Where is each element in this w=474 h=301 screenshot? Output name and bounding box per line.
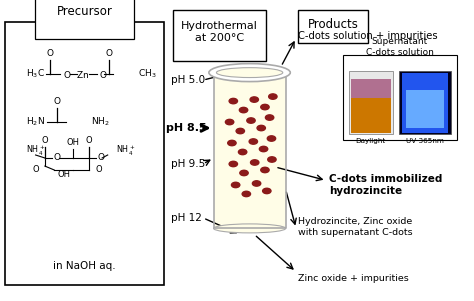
Text: OH: OH — [57, 170, 70, 179]
Circle shape — [228, 140, 236, 146]
Ellipse shape — [214, 224, 286, 233]
Text: pH 9.5: pH 9.5 — [171, 159, 205, 169]
Text: C-dots immobilized
hydrozincite: C-dots immobilized hydrozincite — [328, 174, 442, 196]
Circle shape — [259, 146, 268, 152]
Circle shape — [231, 182, 240, 188]
Text: Precursor: Precursor — [56, 5, 112, 18]
Circle shape — [252, 181, 261, 186]
Text: O: O — [42, 135, 48, 144]
Text: Supernatant
C-dots solution: Supernatant C-dots solution — [366, 37, 434, 57]
Circle shape — [229, 161, 237, 167]
Text: Products: Products — [308, 18, 359, 31]
Circle shape — [238, 149, 247, 155]
Text: OH: OH — [66, 138, 79, 147]
Circle shape — [263, 188, 271, 194]
Text: O: O — [95, 166, 102, 175]
Circle shape — [239, 107, 248, 113]
Text: pH 5.0: pH 5.0 — [171, 75, 205, 85]
Text: Zinc oxide + impurities: Zinc oxide + impurities — [299, 274, 409, 283]
Circle shape — [240, 170, 248, 176]
Text: $\mathsf{NH_2}$: $\mathsf{NH_2}$ — [91, 116, 110, 128]
Text: C-dots solution + impurities: C-dots solution + impurities — [299, 31, 438, 41]
Bar — [402, 73, 448, 132]
Text: $\mathsf{Zn}$: $\mathsf{Zn}$ — [76, 69, 90, 79]
Bar — [173, 10, 266, 61]
Text: pH 12: pH 12 — [171, 213, 201, 223]
Ellipse shape — [209, 64, 290, 82]
Circle shape — [267, 136, 276, 141]
Text: O: O — [47, 49, 54, 57]
Ellipse shape — [217, 68, 283, 78]
Circle shape — [226, 119, 234, 125]
Circle shape — [265, 115, 274, 120]
Circle shape — [236, 128, 245, 134]
Bar — [299, 10, 368, 43]
Text: Hydrozincite, Zinc oxide
with supernatant C-dots: Hydrozincite, Zinc oxide with supernatan… — [299, 217, 413, 237]
Text: O: O — [54, 154, 61, 163]
Text: Daylight: Daylight — [356, 138, 386, 144]
Circle shape — [251, 160, 259, 165]
Text: $\mathsf{O}$: $\mathsf{O}$ — [63, 69, 71, 79]
Text: O: O — [53, 97, 60, 106]
Bar — [5, 22, 164, 285]
Text: $\mathsf{H_2N}$: $\mathsf{H_2N}$ — [26, 116, 45, 128]
Text: UV 365nm: UV 365nm — [406, 138, 444, 144]
Text: O: O — [105, 49, 112, 57]
Circle shape — [261, 104, 269, 110]
Circle shape — [269, 94, 277, 99]
Circle shape — [261, 167, 269, 173]
Text: $\mathsf{O}$: $\mathsf{O}$ — [99, 69, 107, 79]
Bar — [406, 90, 444, 128]
Bar — [214, 73, 286, 228]
Circle shape — [250, 97, 258, 102]
Bar — [400, 71, 451, 134]
Circle shape — [257, 125, 265, 131]
Text: Hydrothermal
at 200°C: Hydrothermal at 200°C — [181, 21, 258, 43]
Circle shape — [247, 118, 255, 123]
Text: $\mathsf{H_3C}$: $\mathsf{H_3C}$ — [26, 68, 45, 80]
Text: pH 8.5: pH 8.5 — [166, 123, 207, 133]
Text: $\mathsf{CH_3}$: $\mathsf{CH_3}$ — [138, 68, 156, 80]
Bar — [349, 71, 393, 134]
Circle shape — [242, 191, 251, 197]
Text: O: O — [32, 166, 39, 175]
Text: $\mathsf{NH_4^+}$: $\mathsf{NH_4^+}$ — [26, 143, 46, 158]
Circle shape — [268, 157, 276, 162]
Text: O: O — [86, 135, 92, 144]
Bar — [351, 79, 391, 98]
Text: in NaOH aq.: in NaOH aq. — [53, 261, 116, 271]
Bar — [343, 54, 456, 140]
Bar — [351, 98, 391, 132]
Text: O: O — [98, 154, 104, 163]
Circle shape — [249, 139, 257, 144]
Text: $\mathsf{NH_4^+}$: $\mathsf{NH_4^+}$ — [116, 143, 136, 158]
Circle shape — [229, 98, 237, 104]
